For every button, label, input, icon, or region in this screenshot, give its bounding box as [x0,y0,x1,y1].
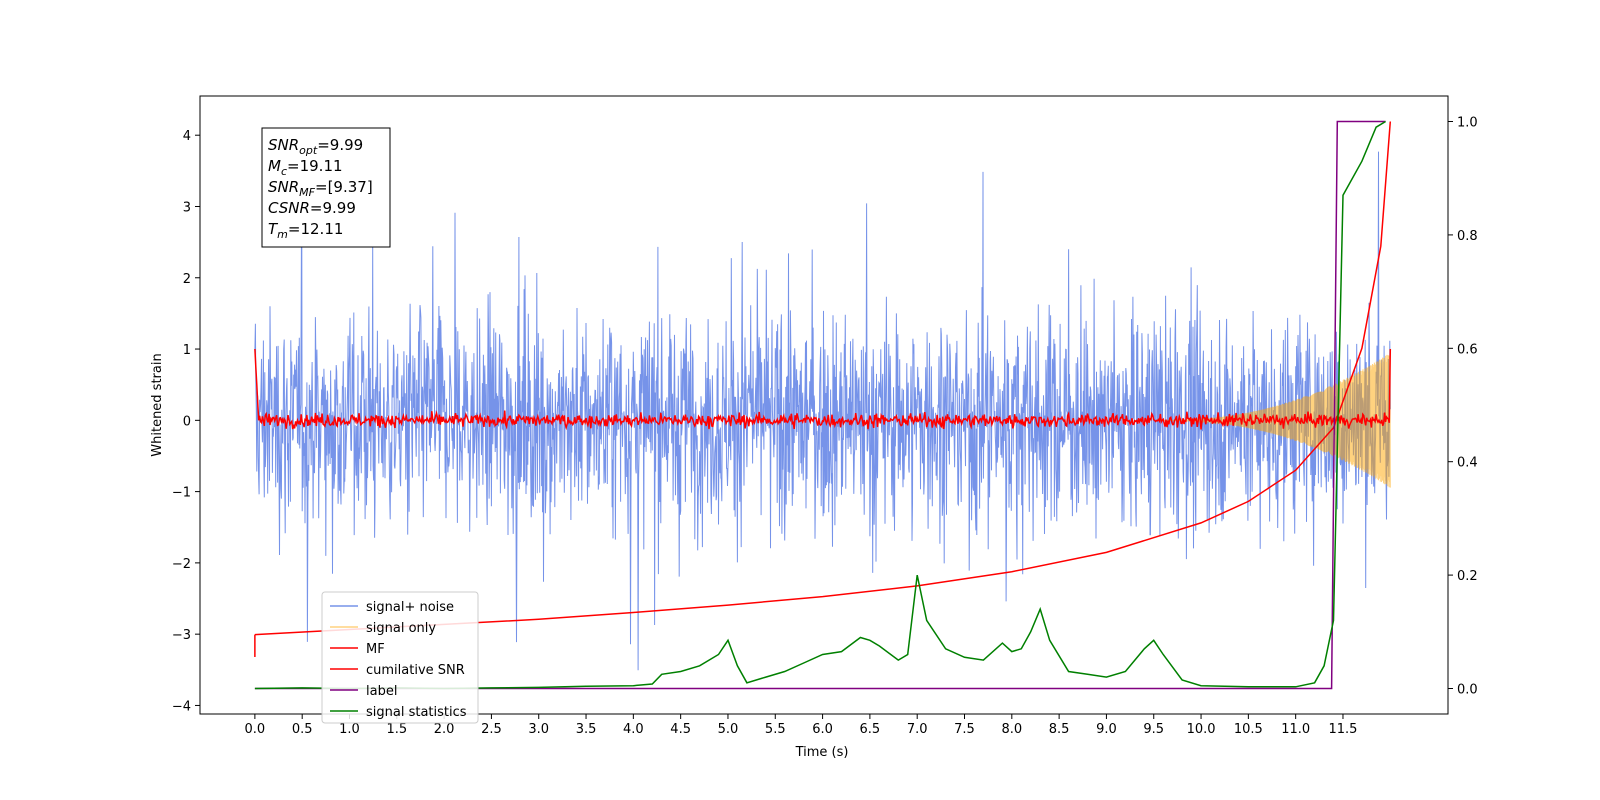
x-axis: 0.0 0.5 1.0 1.5 2.0 2.5 3.0 3.5 4.0 4.5 5.0 5.5 6.0 6… [245,714,1357,737]
y-tick-label-right: 0.2 [1457,569,1478,584]
x-tick-label: 6.0 [812,722,833,737]
mc-text: Mc=19.11 [268,157,343,178]
x-tick-label: 2.5 [481,722,502,737]
x-tick-label: 3.5 [576,722,597,737]
legend-entry: signal statistics [366,705,467,720]
tm-text: Tm=12.11 [268,220,343,241]
x-tick-label: 9.0 [1096,722,1117,737]
csnr-text: CSNR=9.99 [268,199,356,217]
x-tick-label: 2.0 [434,722,455,737]
x-tick-label: 1.0 [339,722,360,737]
x-tick-label: 9.5 [1143,722,1164,737]
x-tick-label: 11.5 [1328,722,1357,737]
x-axis-label: Time (s) [795,745,849,760]
legend-entry: signal only [366,621,436,636]
y-tick-label-left: 3 [183,200,191,215]
legend-entry: label [366,684,397,699]
x-tick-label: 7.0 [907,722,928,737]
x-tick-label: 0.0 [245,722,266,737]
plot-area [254,120,1392,690]
x-tick-label: 4.0 [623,722,644,737]
series-signal-noise-line [254,151,1391,671]
x-tick-label: 8.0 [1001,722,1022,737]
y-axis-right: 0.0 0.2 0.4 0.6 0.8 1.0 [1448,116,1478,697]
y-tick-label-right: 0.0 [1457,682,1478,697]
x-tick-label: 10.5 [1234,722,1263,737]
y-tick-label-left: 2 [183,272,191,287]
x-tick-label: 8.5 [1049,722,1070,737]
x-tick-label: 11.0 [1281,722,1310,737]
y-axis-label: Whitened strain [150,353,165,456]
x-tick-label: 3.0 [528,722,549,737]
y-tick-label-left: −1 [172,486,191,501]
snr-mf-text: SNRMF=[9.37] [268,178,373,199]
x-tick-label: 5.0 [718,722,739,737]
x-tick-label: 4.5 [670,722,691,737]
y-axis-left: −4 −3 −2 −1 0 1 2 3 4 [172,129,200,714]
snr-info-box: SNRopt=9.99 Mc=19.11 SNRMF=[9.37] CSNR=9… [261,127,391,248]
x-tick-label: 1.5 [386,722,407,737]
x-tick-label: 7.5 [954,722,975,737]
y-tick-label-left: −3 [172,628,191,643]
x-tick-label: 6.5 [860,722,881,737]
series-label-line [254,120,1386,690]
legend-entry: cumilative SNR [366,663,465,678]
y-tick-label-left: 1 [183,343,191,358]
snr-opt-text: SNRopt=9.99 [268,136,363,157]
legend-entry: signal+ noise [366,600,454,615]
x-tick-label: 0.5 [292,722,313,737]
legend-entry: MF [366,642,385,657]
y-tick-label-right: 0.8 [1457,229,1478,244]
series-cumulative-snr-line [254,121,1392,636]
x-tick-label: 10.0 [1187,722,1216,737]
y-tick-label-right: 1.0 [1457,116,1478,131]
x-tick-label: 5.5 [765,722,786,737]
y-tick-label-right: 0.6 [1457,342,1478,357]
series-signal-statistics-line [254,120,1386,690]
y-tick-label-right: 0.4 [1457,456,1478,471]
axes-frame [199,95,1449,715]
y-tick-label-left: −4 [172,699,191,714]
y-tick-label-left: −2 [172,557,191,572]
series-mf-line [254,348,1392,431]
legend: signal+ noise signal only MF cumilative SNR… [321,591,479,724]
y-tick-label-left: 0 [183,414,191,429]
y-tick-label-left: 4 [183,129,191,144]
